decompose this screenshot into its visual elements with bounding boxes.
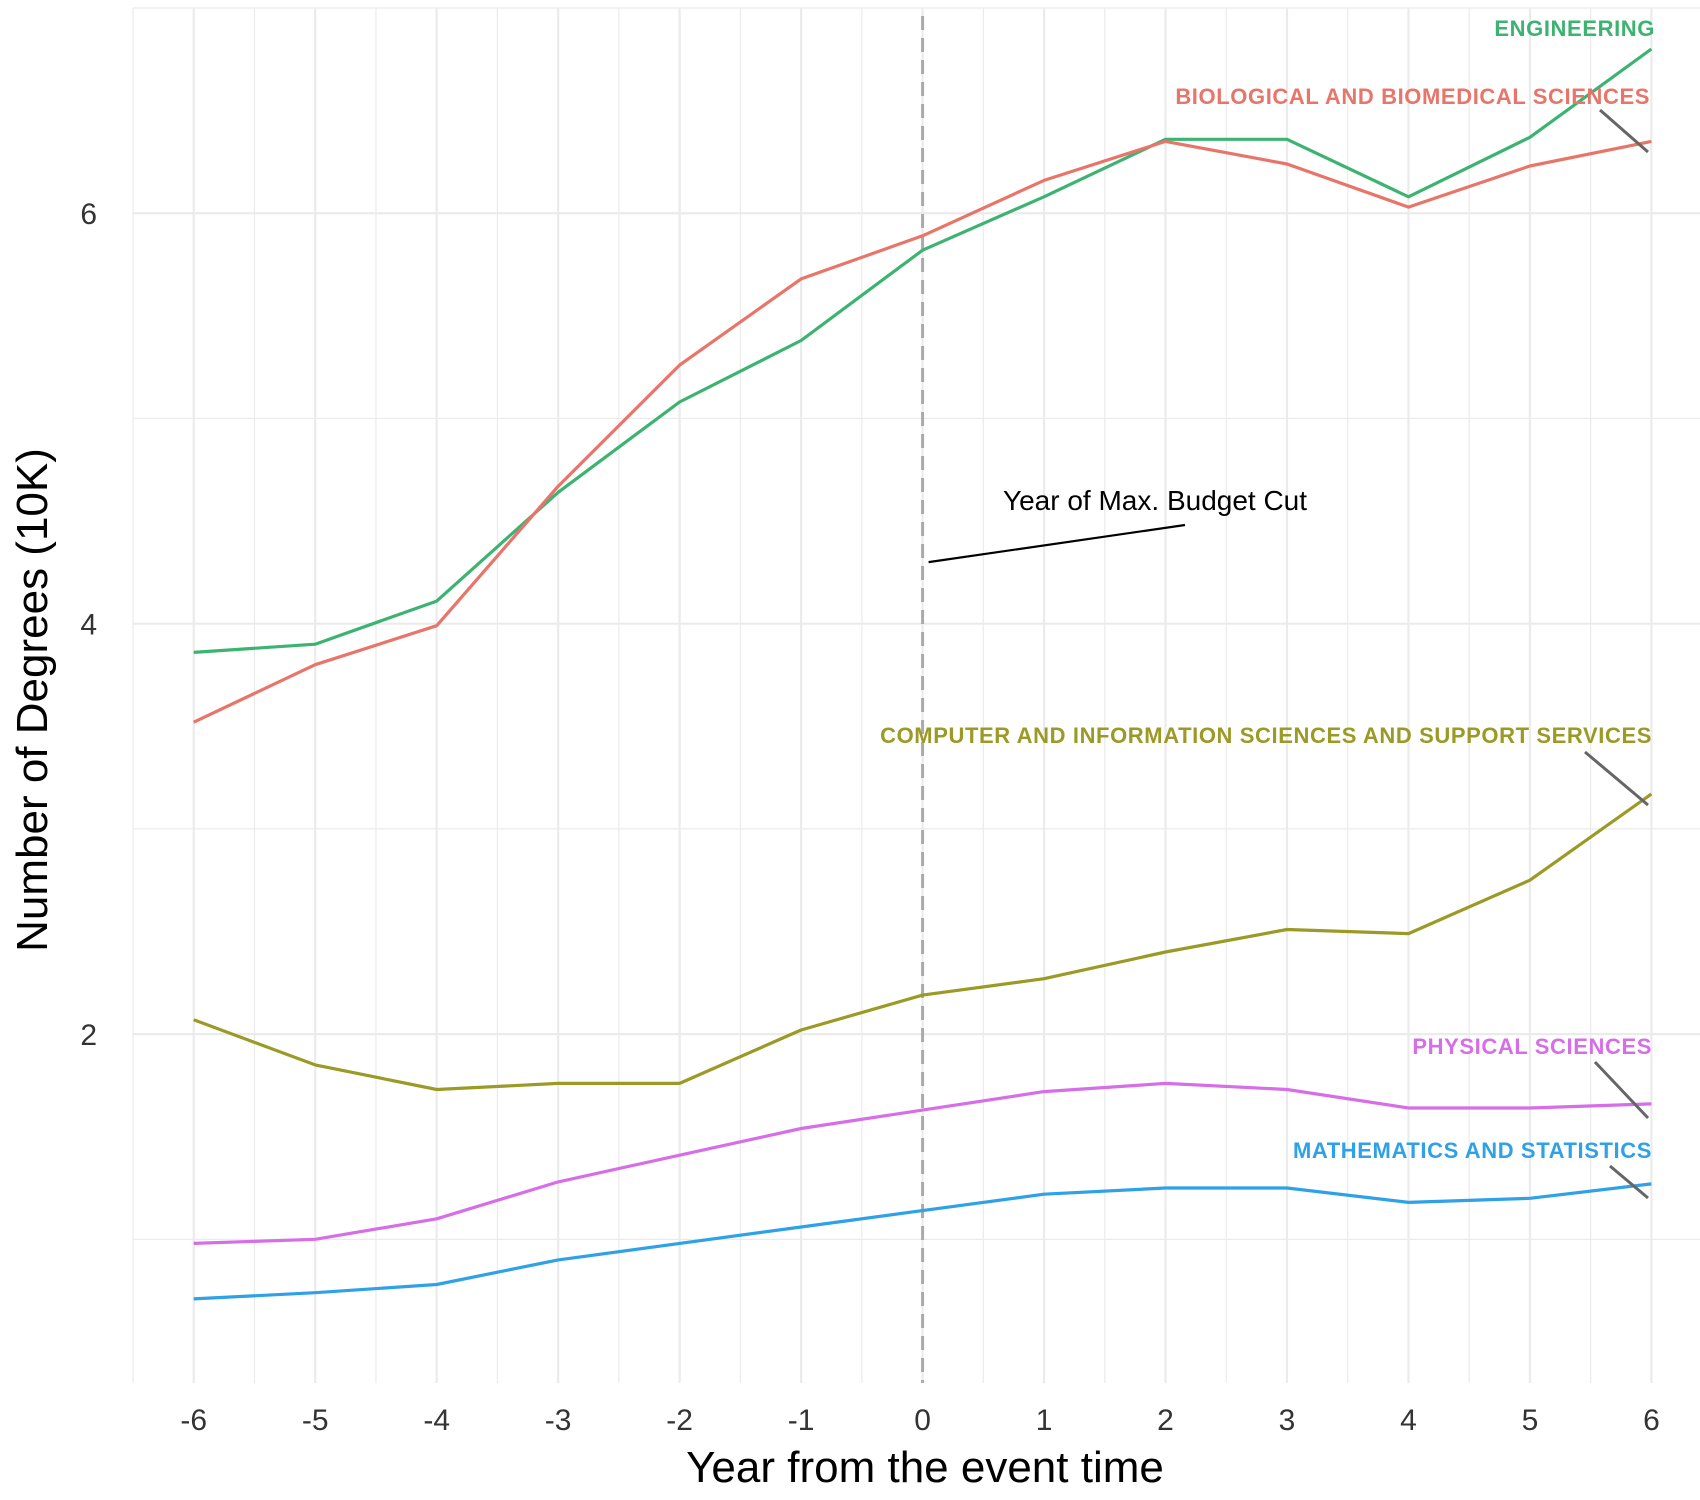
series-line-2 — [193, 792, 1653, 1092]
x-tick-label: 1 — [1036, 1404, 1053, 1437]
y-tick-label: 4 — [80, 609, 97, 642]
y-axis-title: Number of Degrees (10K) — [8, 448, 57, 952]
x-tick-label: -3 — [545, 1404, 572, 1437]
series-label: COMPUTER AND INFORMATION SCIENCES AND SU… — [880, 723, 1652, 748]
x-tick-label: 4 — [1400, 1404, 1417, 1437]
series-label: ENGINEERING — [1494, 16, 1655, 41]
x-tick-label: -1 — [788, 1404, 815, 1437]
series-line-4 — [193, 1182, 1652, 1301]
annotation-pointer — [928, 523, 1186, 564]
x-axis-title: Year from the event time — [686, 1443, 1164, 1492]
x-tick-label: 5 — [1522, 1404, 1539, 1437]
label-connector — [1609, 1164, 1649, 1200]
x-tick-label: -2 — [666, 1404, 693, 1437]
x-axis-ticks: -6 -5 -4 -3 -2 -1 0 1 2 3 4 5 6 — [180, 1404, 1659, 1437]
x-tick-label: -4 — [423, 1404, 450, 1437]
x-tick-label: 6 — [1643, 1404, 1660, 1437]
series-label: BIOLOGICAL AND BIOMEDICAL SCIENCES — [1175, 84, 1650, 109]
grid — [132, 7, 1700, 1383]
label-connector — [1584, 750, 1649, 807]
x-tick-label: 0 — [914, 1404, 931, 1437]
x-tick-label: 3 — [1279, 1404, 1296, 1437]
label-connector — [1599, 108, 1649, 154]
y-tick-label: 2 — [80, 1019, 97, 1052]
x-tick-label: -6 — [180, 1404, 207, 1437]
series-lines — [193, 47, 1653, 1301]
series-label: MATHEMATICS AND STATISTICS — [1293, 1138, 1652, 1163]
series-line-0 — [193, 47, 1653, 654]
y-axis-ticks: 2 4 6 — [80, 198, 97, 1052]
series-line-1 — [193, 139, 1652, 724]
annotation-label: Year of Max. Budget Cut — [1003, 485, 1307, 516]
series-label: PHYSICAL SCIENCES — [1412, 1034, 1652, 1059]
x-tick-label: 2 — [1157, 1404, 1174, 1437]
annotation-layer: Year of Max. Budget Cut — [928, 485, 1307, 564]
x-tick-label: -5 — [302, 1404, 329, 1437]
y-tick-label: 6 — [80, 198, 97, 231]
label-connector — [1593, 1060, 1650, 1120]
series-labels: ENGINEERING BIOLOGICAL AND BIOMEDICAL SCI… — [880, 16, 1655, 1200]
series-line-3 — [193, 1081, 1652, 1245]
